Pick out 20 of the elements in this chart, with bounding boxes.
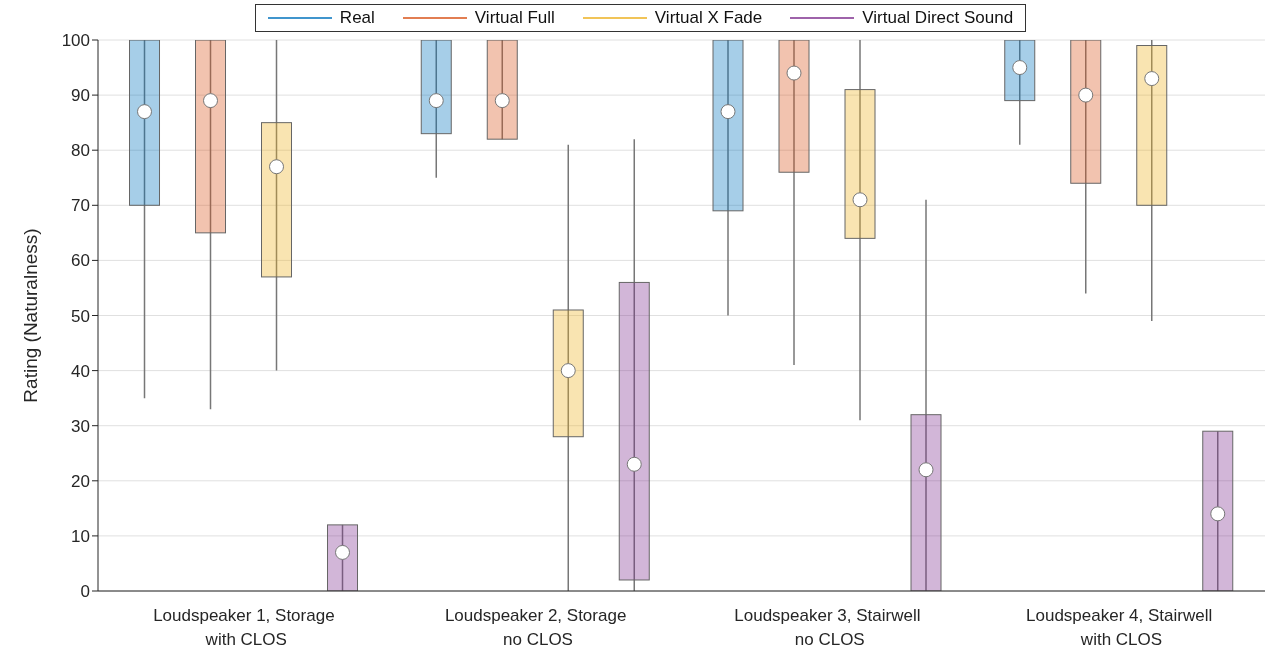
- x-tick-label: Loudspeaker 4, Stairwell with CLOS: [1026, 606, 1213, 649]
- legend-label: Real: [339, 8, 375, 28]
- y-tick-label: 0: [80, 582, 90, 602]
- x-tick-label: Loudspeaker 3, Stairwell no CLOS: [734, 606, 921, 649]
- legend-label: Virtual Full: [474, 8, 555, 28]
- legend-label: Virtual Direct Sound: [862, 8, 1014, 28]
- y-tick-label: 80: [71, 141, 90, 161]
- x-tick-label: Loudspeaker 1, Storage with CLOS: [153, 606, 335, 649]
- y-tick-label: 90: [71, 86, 90, 106]
- y-tick-label: 30: [71, 416, 90, 436]
- y-tick-label: 100: [61, 31, 90, 51]
- y-tick-label: 50: [71, 306, 90, 326]
- legend-label: Virtual X Fade: [654, 8, 763, 28]
- y-tick-label: 60: [71, 251, 90, 271]
- y-tick-label: 70: [71, 196, 90, 216]
- y-tick-label: 10: [71, 526, 90, 546]
- y-tick-label: 40: [71, 361, 90, 381]
- x-tick-label: Loudspeaker 2, Storage no CLOS: [444, 606, 627, 649]
- y-tick-label: 20: [71, 471, 90, 491]
- y-axis-title: Rating (Naturalness): [19, 228, 41, 403]
